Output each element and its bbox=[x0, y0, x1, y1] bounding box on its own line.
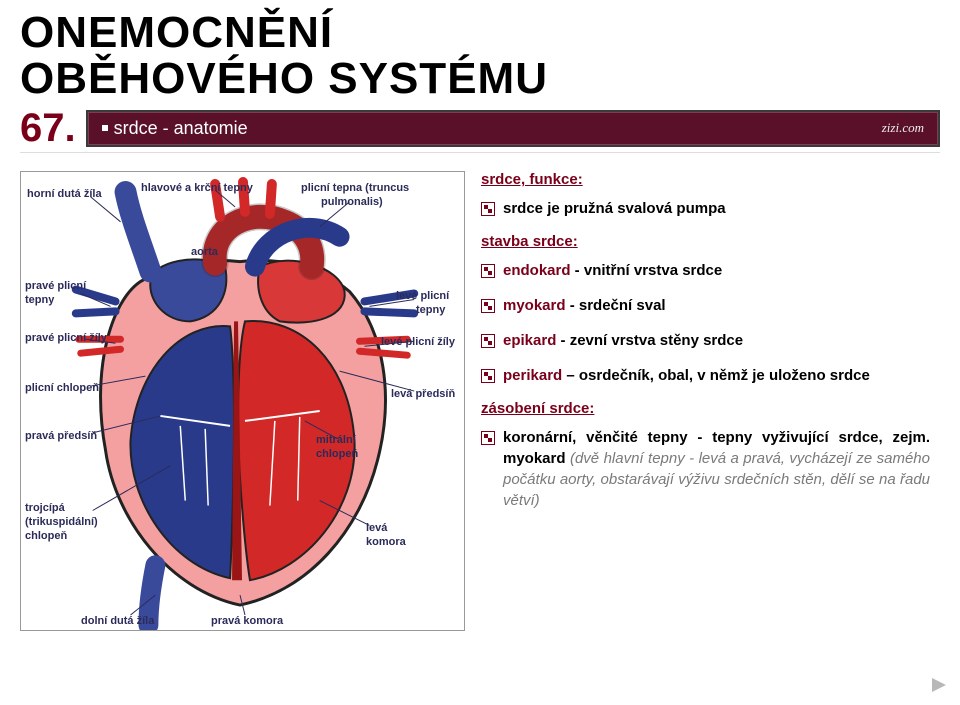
subtitle-bar: srdce - anatomie zizi.com bbox=[86, 110, 940, 147]
section-heading: srdce, funkce: bbox=[481, 171, 930, 188]
content-row: horní dutá žíla hlavové a krční tepny plic… bbox=[20, 171, 940, 631]
bullet-marker-icon bbox=[481, 263, 495, 277]
heart-label: levá bbox=[366, 522, 387, 534]
subtitle-text: srdce - anatomie bbox=[114, 118, 248, 139]
bullet-item: koronární, věnčité tepny - tepny vyživuj… bbox=[481, 427, 930, 511]
heart-label: chlopeň bbox=[316, 448, 358, 460]
slide-number-badge: 67. bbox=[20, 108, 76, 148]
slide-page: ONEMOCNĚNÍ OBĚHOVÉHO SYSTÉMU 67. srdce -… bbox=[0, 0, 960, 705]
heart-label: mitrální bbox=[316, 434, 356, 446]
heart-label: levé plicní bbox=[396, 290, 449, 302]
bullet-text: koronární, věnčité tepny - tepny vyživuj… bbox=[503, 427, 930, 511]
bullet-marker-icon bbox=[481, 368, 495, 382]
heart-label: plicní tepna (truncus bbox=[301, 182, 409, 194]
corner-arrow-icon bbox=[930, 676, 948, 699]
bullet-marker-icon bbox=[481, 430, 495, 444]
heart-label: aorta bbox=[191, 246, 218, 258]
heart-label: (trikuspidální) bbox=[25, 516, 98, 528]
heart-label: chlopeň bbox=[25, 530, 67, 542]
bullet-item: myokard - srdeční sval bbox=[481, 295, 930, 316]
bullet-marker-icon bbox=[481, 333, 495, 347]
bullet-marker-icon bbox=[481, 201, 495, 215]
heart-label: hlavové a krční tepny bbox=[141, 182, 253, 194]
diagram-column: horní dutá žíla hlavové a krční tepny plic… bbox=[20, 171, 465, 631]
heart-label: tepny bbox=[25, 294, 54, 306]
watermark-text: zizi.com bbox=[882, 120, 924, 136]
bullet-text: srdce je pružná svalová pumpa bbox=[503, 198, 930, 219]
bullet-text: perikard – osrdečník, obal, v němž je ul… bbox=[503, 365, 930, 386]
bullet-text: myokard - srdeční sval bbox=[503, 295, 930, 316]
heart-svg bbox=[21, 172, 464, 630]
heart-label: tepny bbox=[416, 304, 445, 316]
heart-label: dolní dutá žíla bbox=[81, 615, 154, 627]
heart-label: pravé plicní bbox=[25, 280, 86, 292]
text-column: srdce, funkce: srdce je pružná svalová pu… bbox=[481, 171, 940, 631]
section-heading: stavba srdce: bbox=[481, 233, 930, 250]
subtitle-row: 67. srdce - anatomie zizi.com bbox=[20, 108, 940, 148]
bullet-item: endokard - vnitřní vrstva srdce bbox=[481, 260, 930, 281]
bullet-text: endokard - vnitřní vrstva srdce bbox=[503, 260, 930, 281]
title-line-2: OBĚHOVÉHO SYSTÉMU bbox=[20, 56, 940, 102]
bullet-marker-icon bbox=[481, 298, 495, 312]
heart-label: pravá předsíň bbox=[25, 430, 97, 442]
section-heading: zásobení srdce: bbox=[481, 400, 930, 417]
heart-diagram: horní dutá žíla hlavové a krční tepny plic… bbox=[20, 171, 465, 631]
bullet-item: srdce je pružná svalová pumpa bbox=[481, 198, 930, 219]
bullet-item: epikard - zevní vrstva stěny srdce bbox=[481, 330, 930, 351]
heart-label: levé plicní žíly bbox=[381, 336, 455, 348]
heart-label: horní dutá žíla bbox=[27, 188, 102, 200]
bullet-icon bbox=[102, 125, 108, 131]
heart-label: pravé plicní žíly bbox=[25, 332, 107, 344]
title-line-1: ONEMOCNĚNÍ bbox=[20, 10, 940, 56]
heart-label: pulmonalis) bbox=[321, 196, 383, 208]
heart-label: trojcípá bbox=[25, 502, 65, 514]
bullet-item: perikard – osrdečník, obal, v němž je ul… bbox=[481, 365, 930, 386]
heart-label: komora bbox=[366, 536, 406, 548]
divider bbox=[20, 152, 940, 153]
heart-label: levá předsíň bbox=[391, 388, 455, 400]
heart-label: pravá komora bbox=[211, 615, 283, 627]
bullet-text: epikard - zevní vrstva stěny srdce bbox=[503, 330, 930, 351]
heart-label: plicní chlopeň bbox=[25, 382, 99, 394]
